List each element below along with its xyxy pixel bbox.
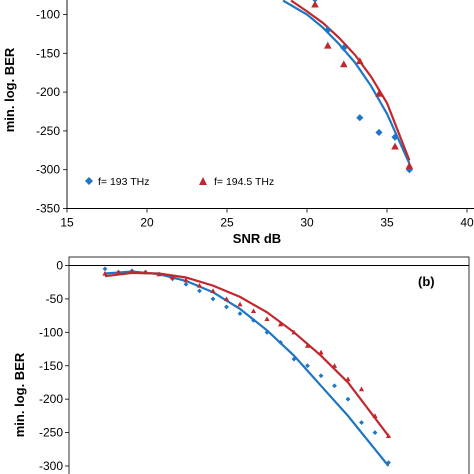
panel-b-point-red xyxy=(358,386,365,392)
panel-a-point-f193 xyxy=(340,44,348,52)
panel-b-point-blue xyxy=(332,383,337,389)
panel-b-point-blue xyxy=(183,281,189,287)
panel-a-y-tick-label: -100 xyxy=(36,8,60,22)
panel-b-point-blue xyxy=(278,339,283,345)
panel-a-x-tick-label: 30 xyxy=(300,216,314,230)
panel-a-point-f193 xyxy=(324,26,332,34)
panel-b-point-red xyxy=(210,288,216,293)
panel-b-y-tick-label: -50 xyxy=(46,292,64,306)
panel-a-point-f1945 xyxy=(375,89,383,97)
panel-a-fit-line-0 xyxy=(282,0,411,164)
panel-b-point-red xyxy=(264,316,270,322)
panel-b-point-blue xyxy=(197,288,202,294)
panel-b-chart: 0 -50 -100 -150 -200 -250 -300 (b) min. log. B… xyxy=(12,256,470,474)
panel-a-point-f1945 xyxy=(340,60,348,68)
panel-b-point-red xyxy=(304,343,311,348)
panel-a-point-f193 xyxy=(356,114,364,122)
panel-a-point-f193 xyxy=(405,166,413,174)
panel-b-point-red xyxy=(291,329,297,335)
legend-marker-f193 xyxy=(85,177,93,185)
panel-a-y-tick-label: -250 xyxy=(36,124,60,138)
panel-a-x-tick-label: 40 xyxy=(460,216,474,230)
panel-b-point-blue xyxy=(305,363,310,369)
panel-a-y-axis-title: min. log. BER xyxy=(2,47,17,132)
panel-a-fit-lines xyxy=(282,0,411,164)
panel-b-point-blue xyxy=(345,396,351,402)
panel-b-point-blue xyxy=(102,266,108,272)
panel-b-point-red xyxy=(372,413,378,418)
panel-a-point-f193 xyxy=(375,128,383,137)
panel-a-x-axis-title: SNR dB xyxy=(233,231,281,246)
panel-b-point-red xyxy=(129,268,135,274)
panel-b-point-blue xyxy=(318,373,324,379)
panel-b-label: (b) xyxy=(418,274,435,289)
legend-label-f1945: f= 194.5 THz xyxy=(214,176,274,188)
panel-b-y-tick-label: -200 xyxy=(39,392,63,406)
panel-b-point-red xyxy=(196,282,203,288)
panel-b-point-red xyxy=(102,270,108,276)
panel-b-data-points xyxy=(102,266,392,466)
panel-b-point-red xyxy=(345,376,351,382)
panel-b-point-blue xyxy=(372,430,378,435)
panel-b-point-blue xyxy=(237,311,243,317)
panel-b-fit-lines xyxy=(104,270,390,467)
panel-a-x-tick-label: 25 xyxy=(220,216,234,230)
panel-b-point-red xyxy=(277,321,284,327)
panel-a-legend: f= 193 THz f= 194.5 THz xyxy=(85,176,274,188)
panel-a-point-f1945 xyxy=(311,0,319,8)
panel-a-data-points xyxy=(311,0,414,174)
panel-b-axes: 0 -50 -100 -150 -200 -250 -300 xyxy=(39,259,469,473)
panel-a-point-f1945 xyxy=(391,142,399,150)
panel-a-point-f1945 xyxy=(324,41,332,49)
panel-b-point-blue xyxy=(224,304,229,310)
panel-a-x-tick-label: 15 xyxy=(60,216,74,230)
panel-b-y-axis-title: min. log. BER xyxy=(12,352,27,437)
panel-b-point-blue xyxy=(210,296,216,302)
panel-a-axes: 15 20 25 30 35 40 -100 -150 -200 -250 -300 -350 xyxy=(36,0,474,230)
panel-b-point-blue xyxy=(359,420,364,425)
panel-b-y-tick-label: -100 xyxy=(39,325,63,339)
panel-a-y-tick-label: -150 xyxy=(36,46,60,60)
panel-a-point-f1945 xyxy=(405,162,414,169)
panel-a-x-tick-label: 35 xyxy=(380,216,394,230)
panel-a-y-tick-label: -200 xyxy=(36,85,60,99)
panel-b-y-tick-label: 0 xyxy=(56,259,63,273)
panel-b-point-blue xyxy=(264,329,270,335)
panel-b-point-red xyxy=(142,269,149,275)
panel-b-point-red xyxy=(385,433,392,439)
legend-marker-f1945 xyxy=(199,177,207,185)
panel-a-chart: 15 20 25 30 35 40 -100 -150 -200 -250 -300 -350 f= … xyxy=(2,0,474,246)
panel-a-fit-line-1 xyxy=(290,0,411,161)
panel-a-point-f193 xyxy=(391,133,399,141)
panel-b-point-red xyxy=(223,296,230,301)
panel-b-point-blue xyxy=(251,317,256,323)
panel-a-x-tick-label: 20 xyxy=(140,216,154,230)
panel-b-point-red xyxy=(250,308,257,314)
panel-b-frame xyxy=(68,256,470,474)
panel-b-point-blue xyxy=(386,460,391,466)
panel-b-point-red xyxy=(331,363,338,368)
panel-b-y-tick-label: -300 xyxy=(39,459,63,473)
panel-b-point-red xyxy=(115,269,122,275)
panel-b-point-red xyxy=(318,349,324,355)
panel-b-point-blue xyxy=(291,356,297,362)
panel-b-fit-line-1 xyxy=(104,271,390,437)
panel-b-y-tick-label: -150 xyxy=(39,359,63,373)
panel-b-point-red xyxy=(237,301,243,307)
panel-b-y-tick-label: -250 xyxy=(39,426,63,440)
panel-a-y-tick-label: -300 xyxy=(36,163,60,177)
panel-a-y-tick-label: -350 xyxy=(36,202,60,216)
panel-a-point-f1945 xyxy=(356,57,364,65)
panel-b-point-red xyxy=(169,274,176,279)
legend-label-f193: f= 193 THz xyxy=(98,176,149,188)
panel-b-point-red xyxy=(156,271,162,277)
panel-b-point-red xyxy=(183,277,189,283)
